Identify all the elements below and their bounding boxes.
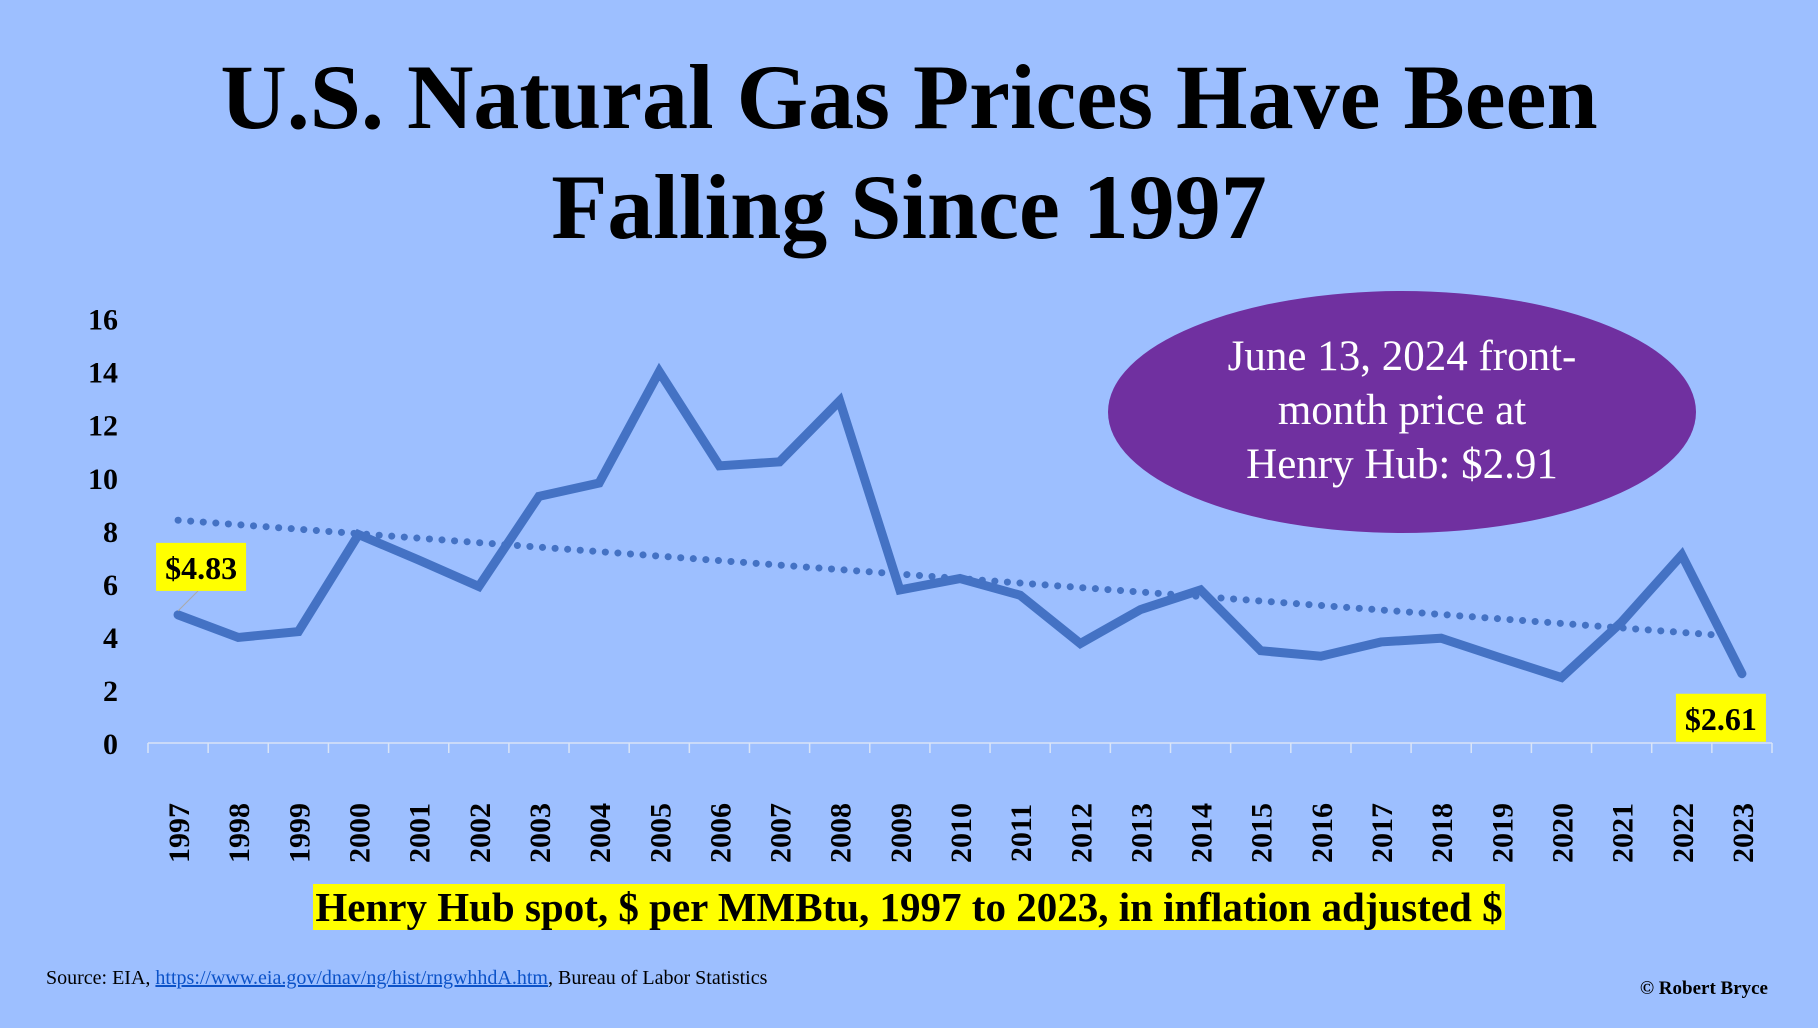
- y-tick-label: 14: [88, 357, 118, 390]
- source-link[interactable]: https://www.eia.gov/dnav/ng/hist/rngwhhd…: [155, 967, 548, 989]
- subtitle: Henry Hub spot, $ per MMBtu, 1997 to 202…: [0, 883, 1818, 931]
- x-tick-label: 2006: [704, 803, 737, 863]
- x-tick-label: 1998: [223, 803, 256, 863]
- callout-line-3: Henry Hub: $2.91: [1246, 441, 1558, 488]
- y-tick-label: 2: [103, 675, 118, 708]
- callout-line-1: June 13, 2024 front-: [1227, 333, 1577, 380]
- source-prefix: Source: EIA,: [46, 967, 156, 989]
- y-tick-label: 0: [103, 728, 118, 761]
- y-tick-label: 12: [88, 410, 118, 443]
- y-tick-label: 10: [88, 463, 118, 496]
- x-tick-label: 2022: [1667, 803, 1700, 863]
- x-tick-label: 2015: [1246, 803, 1279, 863]
- data-label-box: [1675, 693, 1766, 742]
- callout-text: June 13, 2024 front- month price at Henr…: [1108, 330, 1696, 492]
- x-tick-label: 2016: [1306, 803, 1339, 863]
- callout-ellipse: [1108, 291, 1696, 533]
- title-line-1: U.S. Natural Gas Prices Have Been: [220, 46, 1598, 148]
- subtitle-text: Henry Hub spot, $ per MMBtu, 1997 to 202…: [313, 884, 1505, 930]
- source-suffix: , Bureau of Labor Statistics: [548, 967, 768, 989]
- x-tick-label: 2005: [644, 803, 677, 863]
- x-tick-label: 2009: [885, 803, 918, 863]
- x-tick-label: 2010: [945, 803, 978, 863]
- x-tick-label: 2012: [1065, 803, 1098, 863]
- x-tick-label: 2014: [1186, 803, 1219, 863]
- y-tick-label: 8: [103, 516, 118, 549]
- x-tick-label: 2001: [404, 803, 437, 863]
- x-tick-label: 2020: [1546, 803, 1579, 863]
- x-tick-label: 2011: [1005, 804, 1038, 862]
- title-line-2: Falling Since 1997: [551, 156, 1267, 258]
- y-tick-label: 6: [103, 569, 118, 602]
- x-tick-label: 2018: [1426, 803, 1459, 863]
- data-label-box: [156, 542, 247, 591]
- x-tick-label: 2017: [1366, 803, 1399, 863]
- x-tick-label: 2007: [765, 803, 798, 863]
- y-tick-label: 4: [103, 622, 118, 655]
- x-tick-label: 2003: [524, 803, 557, 863]
- x-tick-label: 2023: [1727, 803, 1760, 863]
- x-tick-label: 1999: [283, 803, 316, 863]
- x-tick-label: 1997: [163, 803, 196, 863]
- data-label: $2.61: [1685, 701, 1757, 737]
- copyright: © Robert Bryce: [1639, 978, 1768, 999]
- chart-title: U.S. Natural Gas Prices Have Been Fallin…: [0, 42, 1818, 262]
- x-tick-label: 2000: [344, 803, 377, 863]
- x-tick-label: 2013: [1125, 803, 1158, 863]
- x-tick-label: 2019: [1486, 803, 1519, 863]
- x-tick-label: 2002: [464, 803, 497, 863]
- data-label: $4.83: [165, 550, 237, 586]
- x-tick-label: 2008: [825, 803, 858, 863]
- x-tick-label: 2021: [1607, 803, 1640, 863]
- source-note: Source: EIA, https://www.eia.gov/dnav/ng…: [46, 967, 767, 990]
- callout-line-2: month price at: [1277, 387, 1527, 434]
- data-label-leader: [177, 590, 199, 612]
- x-tick-label: 2004: [584, 803, 617, 863]
- y-tick-label: 16: [88, 304, 118, 337]
